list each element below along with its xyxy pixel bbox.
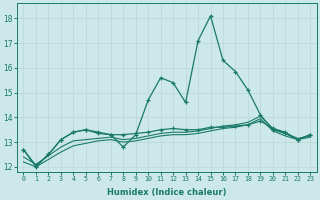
X-axis label: Humidex (Indice chaleur): Humidex (Indice chaleur)	[107, 188, 227, 197]
